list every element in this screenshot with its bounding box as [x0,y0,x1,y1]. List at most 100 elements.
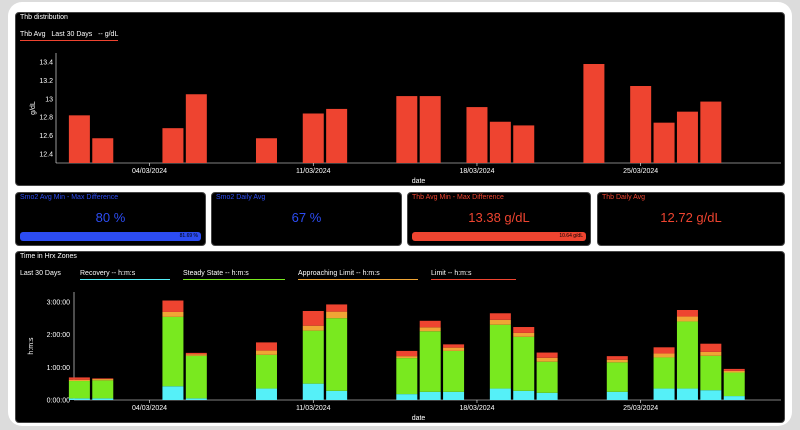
hb-bar [255,138,277,163]
steady-state-segment [68,381,90,399]
x-tick-label: 18/03/2024 [459,168,494,175]
x-axis-label: date [412,178,426,185]
hb-bar-chart: 12.4 12.6 12.8 13 13.2 13.4 04/03/2024 11/03/20… [30,53,781,185]
y-tick-label: 13.4 [39,60,53,67]
recovery-segment [396,394,418,400]
recovery-segment [700,390,722,400]
stat-progress-bar: 10.64 g/dL [412,232,586,241]
stat-card-smo2-daily: Smo2 Daily Avg 67 % [211,192,402,246]
stat-progress-bar: 81.69 % [20,232,201,241]
limit-segment [653,347,675,354]
legend-label: Approaching Limit -- h:m:s [298,270,380,277]
stat-title: Thb Avg Min - Max Difference [412,194,504,201]
recovery-segment [255,388,277,400]
approaching-limit-segment [700,351,722,356]
limit-segment [606,356,628,360]
recovery-segment [676,388,698,400]
recovery-segment [68,398,90,400]
limit-segment [92,378,114,380]
limit-segment [396,350,418,357]
hb-bar [162,128,184,163]
hb-distribution-panel: Thb distribution Thb Avg Last 30 Days --… [15,12,785,186]
x-tick-label: 25/03/2024 [623,168,658,175]
approaching-limit-segment [606,359,628,363]
stat-bar-label: 10.64 g/dL [559,233,583,239]
steady-state-segment [676,321,698,389]
steady-state-segment [723,372,745,397]
limit-segment [162,300,184,312]
approaching-limit-segment [255,350,277,355]
zones-stacked-bar-chart: 0:00:00 1:00:00 2:00:00 3:00:00 04/03/2024 11… [28,292,781,422]
limit-segment [185,352,207,355]
recovery-segment [443,391,465,400]
y-tick-label: 12.6 [39,133,53,140]
steady-state-segment [326,318,348,391]
hb-bar [630,86,652,163]
recovery-segment [536,392,558,400]
legend-limit[interactable]: Limit -- h:m:s [431,270,516,280]
legend-line [80,279,170,280]
steady-state-segment [162,316,184,387]
app-frame: Thb distribution Thb Avg Last 30 Days --… [8,2,792,426]
recovery-segment [653,388,675,400]
zones-panel: Time in Hrx Zones Last 30 Days Recovery … [15,251,785,423]
zones-period-label: Last 30 Days [20,270,61,277]
hb-legend-prefix: Thb Avg [20,31,46,38]
hb-bar [653,122,675,163]
approaching-limit-segment [68,379,90,382]
steady-state-segment [419,331,441,392]
limit-segment [326,304,348,312]
recovery-segment [326,390,348,400]
y-tick-label: 12.4 [39,151,53,158]
stat-bar-label: 81.69 % [179,233,198,239]
y-axis-label: h:m:s [28,337,35,355]
hb-bar [583,64,605,163]
steady-state-segment [92,380,114,399]
x-tick-label: 11/03/2024 [296,168,331,175]
y-tick-label: 13 [45,96,53,103]
hb-legend-line [20,40,119,41]
x-tick-label: 11/03/2024 [296,405,331,412]
steady-state-segment [255,354,277,389]
recovery-segment [513,390,535,400]
legend-line [298,279,418,280]
y-tick-label: 13.2 [39,78,53,85]
stat-value: 80 % [95,210,126,225]
hb-bar [396,96,418,163]
limit-segment [419,320,441,328]
x-tick-label: 18/03/2024 [459,405,494,412]
stat-value: 13.38 g/dL [468,210,530,225]
legend-steady-state[interactable]: Steady State -- h:m:s [183,270,285,280]
legend-line [431,279,516,280]
approaching-limit-segment [723,370,745,373]
hb-bar [489,121,511,163]
approaching-limit-segment [92,379,114,381]
legend-label: Recovery -- h:m:s [80,270,136,277]
panel-title: Time in Hrx Zones [20,253,77,260]
legend-label: Steady State -- h:m:s [183,270,249,277]
y-tick-label: 12.8 [39,115,53,122]
hb-bar [326,108,348,163]
x-tick-label: 04/03/2024 [132,168,167,175]
y-axis-label: g/dL [30,101,37,115]
hb-bar [185,94,207,163]
approaching-limit-segment [302,325,324,331]
steady-state-segment [489,324,511,389]
legend-recovery[interactable]: Recovery -- h:m:s [80,270,170,280]
hb-bar [68,115,90,163]
hb-legend-item[interactable]: Thb Avg Last 30 Days -- g/dL [20,31,119,41]
steady-state-segment [606,362,628,392]
approaching-limit-segment [536,357,558,362]
recovery-segment [92,398,114,400]
approaching-limit-segment [396,356,418,359]
legend-approaching-limit[interactable]: Approaching Limit -- h:m:s [298,270,418,280]
approaching-limit-segment [185,354,207,356]
approaching-limit-segment [653,353,675,358]
hb-bar [676,111,698,163]
y-tick-label: 0:00:00 [47,398,70,405]
approaching-limit-segment [676,316,698,322]
stat-card-smo2-diff: Smo2 Avg Min - Max Difference 80 % 81.69… [15,192,206,246]
limit-segment [68,377,90,380]
steady-state-segment [700,355,722,391]
recovery-segment [162,386,184,400]
